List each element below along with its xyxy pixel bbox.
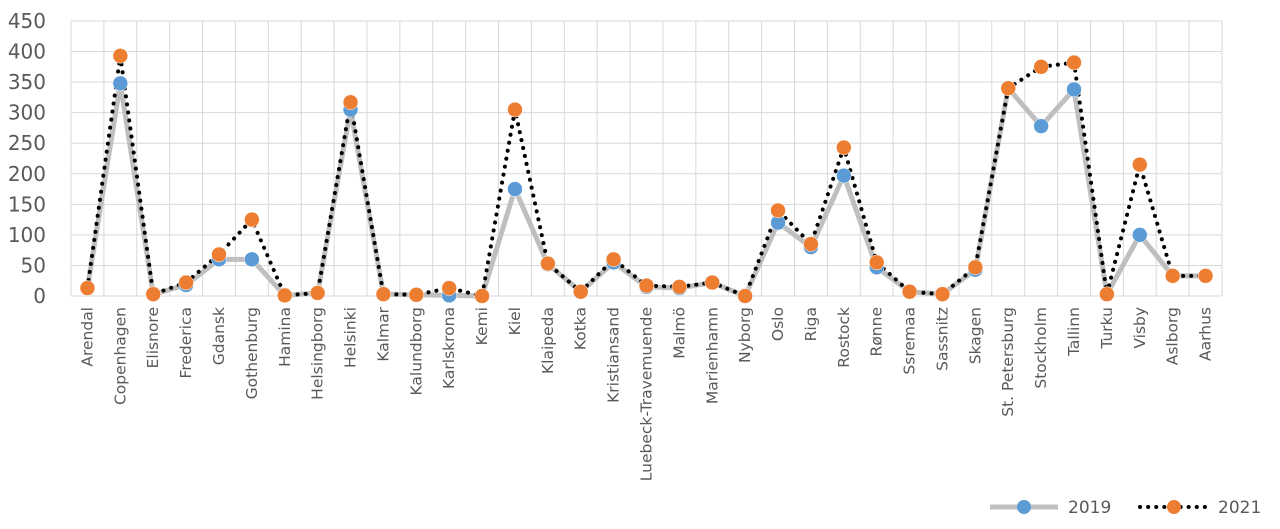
x-tick-label: Copenhagen bbox=[111, 307, 129, 405]
x-tick-label: Marienhamn bbox=[703, 307, 721, 404]
x-tick-label: Skagen bbox=[966, 307, 984, 364]
x-tick-label: Kotka bbox=[572, 307, 590, 350]
x-tick-label: Sassnitz bbox=[933, 307, 951, 371]
x-tick-label: Malmö bbox=[670, 307, 688, 359]
x-tick-label: Tallinn bbox=[1065, 307, 1083, 357]
x-tick-label: Rønne bbox=[868, 307, 886, 356]
series-2019-point bbox=[1066, 81, 1082, 98]
legend-2021-label: 2021 bbox=[1218, 498, 1261, 518]
series-2021-point bbox=[1000, 80, 1016, 96]
series-2021-point bbox=[244, 211, 260, 228]
series-2021-point bbox=[967, 259, 984, 276]
series-2021-point bbox=[1197, 268, 1214, 284]
series-2021-point bbox=[375, 286, 392, 302]
x-tick-label: St. Petersburg bbox=[999, 307, 1017, 417]
series-2019-point bbox=[1132, 227, 1148, 243]
series-2019-point bbox=[836, 167, 852, 184]
y-tick-label: 150 bbox=[8, 192, 46, 216]
series-2021-point bbox=[1099, 286, 1115, 302]
legend-2019-label: 2019 bbox=[1068, 498, 1111, 518]
series-2021-point bbox=[1132, 156, 1148, 173]
series-2019-point bbox=[244, 251, 260, 268]
x-tick-label: Kiel bbox=[506, 307, 524, 335]
series-2021-point bbox=[638, 277, 655, 294]
x-tick-label: Hamina bbox=[276, 307, 294, 367]
x-tick-label: Aarhus bbox=[1197, 307, 1215, 361]
series-group bbox=[79, 48, 1214, 304]
x-tick-label: Kalmar bbox=[374, 306, 392, 361]
series-2021-point bbox=[704, 274, 721, 291]
legend: 2019 2021 bbox=[990, 498, 1261, 518]
series-2021-point bbox=[211, 246, 227, 263]
x-tick-label: Aslborg bbox=[1164, 307, 1182, 365]
series-2021-point bbox=[1066, 54, 1082, 71]
x-tick-label: Helsinki bbox=[342, 307, 360, 368]
x-tick-label: Kemi bbox=[473, 307, 491, 345]
series-2021-point bbox=[605, 251, 622, 268]
x-tick-label: Rostock bbox=[835, 307, 853, 368]
y-tick-label: 400 bbox=[8, 40, 46, 64]
y-tick-label: 50 bbox=[21, 253, 46, 277]
series-2021-point bbox=[342, 94, 359, 111]
x-tick-label: Stockholm bbox=[1032, 307, 1050, 389]
y-tick-label: 0 bbox=[33, 284, 46, 308]
series-2021-point bbox=[277, 287, 293, 304]
series-2021-point bbox=[868, 254, 885, 271]
x-tick-label: Nyborg bbox=[736, 307, 754, 363]
x-tick-label: Kalundborg bbox=[407, 307, 425, 395]
series-2021-point bbox=[737, 288, 753, 304]
series-2021-point bbox=[770, 202, 786, 219]
series-2021-point bbox=[178, 274, 194, 291]
series-2021-point bbox=[79, 280, 96, 296]
series-2021-point bbox=[441, 280, 457, 296]
series-2021-point bbox=[901, 283, 918, 300]
x-tick-label: Karlskrona bbox=[440, 307, 458, 389]
series-2021-point bbox=[1033, 59, 1049, 75]
x-tick-label: Frederica bbox=[177, 307, 195, 378]
x-tick-label: Klaipeda bbox=[539, 307, 557, 374]
series-2019-point bbox=[1033, 118, 1049, 134]
y-tick-label: 300 bbox=[8, 101, 46, 125]
series-2021-point bbox=[671, 279, 688, 295]
y-tick-label: 450 bbox=[8, 9, 46, 33]
x-tick-label: Gdansk bbox=[210, 307, 228, 365]
x-tick-label: Kristiansand bbox=[605, 307, 623, 403]
y-tick-label: 100 bbox=[8, 223, 46, 247]
x-tick-label: Oslo bbox=[769, 307, 787, 341]
series-2019-point bbox=[507, 181, 523, 197]
series-2019-point bbox=[112, 75, 129, 92]
series-2021-point bbox=[112, 48, 129, 64]
legend-2021-marker bbox=[1167, 500, 1181, 514]
x-tick-label: Helsingborg bbox=[309, 307, 327, 400]
series-2021-point bbox=[474, 288, 490, 304]
y-tick-label: 350 bbox=[8, 70, 46, 94]
x-tick-label: Elisnore bbox=[144, 307, 162, 368]
series-2021-point bbox=[803, 236, 819, 252]
x-tick-label: Arendal bbox=[78, 307, 96, 367]
series-2021-point bbox=[507, 101, 523, 118]
series-2021-point bbox=[309, 285, 326, 301]
series-2021-point bbox=[934, 286, 951, 302]
legend-2019-marker bbox=[1017, 500, 1031, 514]
y-axis-tick-labels: 0 50 100 150 200 250 300 350 400 450 bbox=[8, 9, 46, 308]
series-2021-point bbox=[836, 139, 852, 156]
x-tick-label: Riga bbox=[802, 307, 820, 341]
x-tick-label: Luebeck-Travemuende bbox=[638, 307, 656, 481]
x-tick-label: Turku bbox=[1098, 307, 1116, 350]
x-tick-label: Ssremaa bbox=[901, 307, 919, 375]
x-tick-label: Visby bbox=[1131, 307, 1149, 349]
series-2021-point bbox=[540, 255, 556, 272]
series-2021-point bbox=[408, 287, 425, 303]
y-tick-label: 200 bbox=[8, 162, 46, 186]
y-tick-label: 250 bbox=[8, 131, 46, 155]
x-axis-category-labels: Arendal Copenhagen Elisnore Frederica Gdansk… bbox=[78, 306, 1214, 481]
series-2021-point bbox=[145, 286, 161, 302]
x-tick-label: Gothenburg bbox=[243, 307, 261, 399]
series-2021-point bbox=[1164, 268, 1181, 284]
series-2021-point bbox=[572, 283, 589, 300]
gridlines bbox=[70, 20, 1223, 297]
